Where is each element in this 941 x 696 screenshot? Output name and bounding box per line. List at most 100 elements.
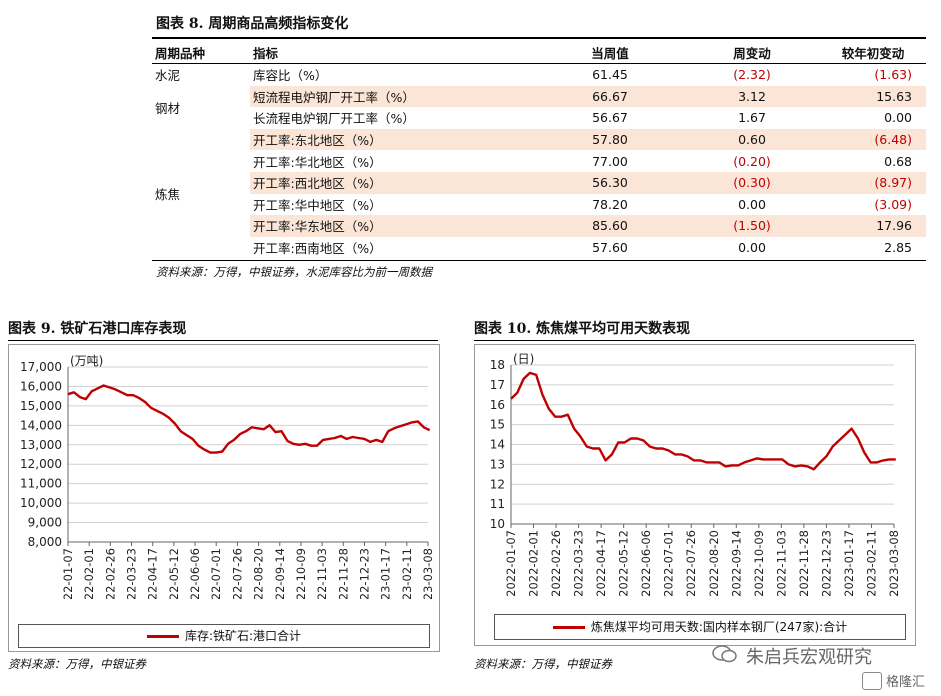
y-tick-label: 13	[490, 457, 505, 471]
ytd-change-cell: (3.09)	[874, 196, 912, 212]
fig8-table-body: 水泥 库容比（%） 61.45 (2.32) (1.63) 钢材 短流程电炉钢厂开工率（%）…	[152, 63, 926, 259]
indicator-cell: 开工率:华中地区（%）	[253, 197, 382, 213]
indicator-cell: 库容比（%）	[253, 68, 328, 84]
y-tick-label: 12	[490, 477, 505, 491]
weekly-change-cell: (0.20)	[733, 153, 771, 169]
fig9-source: 资料来源：万得，中银证券	[8, 657, 146, 671]
x-tick-label: 2022-02-26	[549, 530, 563, 597]
x-tick-label: 2022-07-26	[684, 530, 698, 597]
ytd-change-cell: 15.63	[820, 85, 926, 108]
x-tick-label: 2022-12-23	[819, 530, 833, 597]
x-tick-label: 2022-10-09	[752, 530, 766, 597]
x-tick-label: 2023-03-08	[421, 548, 435, 599]
fig8-bottom-rule	[152, 260, 926, 261]
x-tick-label: 2023-01-17	[842, 530, 856, 597]
y-tick-label: 10,000	[20, 496, 62, 510]
table-row: 开工率:西南地区（%） 57.60 0.00 2.85	[152, 237, 926, 259]
indicator-cell: 开工率:华北地区（%）	[253, 154, 382, 170]
y-tick-label: 14,000	[20, 418, 62, 432]
x-tick-label: 2022-03-23	[125, 548, 139, 599]
y-tick-label: 12,000	[20, 457, 62, 471]
x-tick-label: 2022-11-03	[315, 548, 329, 599]
fig10-chart-frame	[474, 344, 916, 646]
header-weekly-change: 周变动	[684, 41, 820, 64]
table-row: 长流程电炉钢厂开工率（%） 56.67 1.67 0.00	[152, 107, 926, 129]
weekly-change-cell: 1.67	[738, 110, 766, 126]
fig9-chart-frame	[8, 344, 440, 652]
x-tick-label: 2023-03-08	[887, 530, 901, 597]
fig10-source: 资料来源：万得，中银证券	[474, 657, 612, 671]
x-tick-label: 2022-10-09	[294, 548, 308, 599]
table-row: 开工率:华东地区（%） 85.60 (1.50) 17.96	[152, 215, 926, 237]
x-tick-label: 2022-02-01	[527, 530, 541, 597]
indicator-cell: 开工率:西南地区（%）	[253, 241, 382, 257]
table-row: 钢材 短流程电炉钢厂开工率（%） 66.67 3.12 15.63	[152, 85, 926, 129]
ytd-change-cell: 2.85	[884, 240, 912, 256]
weekly-change-cell: 0.60	[684, 128, 820, 151]
ytd-change-cell: (6.48)	[820, 128, 926, 151]
table-row: 开工率:西北地区（%） 56.30 (0.30) (8.97)	[152, 171, 926, 194]
weekly-change-cell: 0.00	[738, 240, 766, 256]
x-tick-label: 2022-09-14	[273, 548, 287, 599]
table-row: 炼焦 开工率:东北地区（%） 57.80 0.60 (6.48)	[152, 128, 926, 259]
x-tick-label: 2022-08-20	[707, 530, 721, 597]
header-value: 当周值	[536, 41, 684, 64]
fig10-title-rule	[474, 340, 914, 341]
fig10-legend-swatch	[552, 626, 585, 629]
commodity-cell: 钢材	[152, 85, 250, 129]
fig8-table: 周期品种 指标 当周值 周变动 较年初变动 水泥 库容比（%） 61.45 (2.32…	[152, 41, 926, 259]
x-tick-label: 2022-11-28	[336, 548, 350, 599]
y-tick-label: 11	[490, 497, 505, 511]
value-cell: 85.60	[536, 215, 684, 237]
value-cell: 57.80	[536, 128, 684, 151]
x-tick-label: 2022-05-12	[167, 548, 181, 599]
x-tick-label: 2022-04-17	[146, 548, 160, 599]
fig9-legend-label: 库存:铁矿石:港口合计	[184, 629, 302, 643]
x-tick-label: 2022-04-17	[594, 530, 608, 597]
commodity-cell: 水泥	[152, 63, 250, 86]
glh-logo-icon	[862, 672, 882, 690]
fig10-title: 图表 10. 炼焦煤平均可用天数表现	[474, 321, 691, 337]
y-tick-label: 17	[490, 378, 505, 392]
y-tick-label: 15	[490, 418, 505, 432]
x-tick-label: 2022-07-26	[230, 548, 244, 599]
weekly-change-cell: (1.50)	[684, 215, 820, 237]
wechat-icon	[712, 644, 738, 664]
fig9-title: 图表 9. 铁矿石港口库存表现	[8, 321, 187, 337]
indicator-cell: 开工率:东北地区（%）	[250, 128, 536, 151]
value-cell: 78.20	[592, 196, 628, 212]
y-tick-label: 9,000	[28, 516, 62, 530]
commodity-cell: 炼焦	[152, 128, 250, 259]
fig9-legend-swatch	[146, 635, 179, 638]
x-tick-label: 2022-06-06	[188, 548, 202, 599]
x-tick-label: 2022-01-07	[61, 548, 75, 599]
indicator-cell: 短流程电炉钢厂开工率（%）	[250, 85, 536, 108]
y-unit-label: (万吨)	[70, 354, 103, 368]
indicator-cell: 长流程电炉钢厂开工率（%）	[253, 111, 415, 127]
y-tick-label: 11,000	[20, 477, 62, 491]
x-tick-label: 2023-01-17	[379, 548, 393, 599]
x-tick-label: 2022-11-03	[774, 530, 788, 597]
fig9-title-rule	[8, 340, 438, 341]
value-cell: 77.00	[592, 153, 628, 169]
indicator-cell: 开工率:华东地区（%）	[250, 215, 536, 237]
weekly-change-cell: (2.32)	[733, 67, 771, 83]
indicator-cell: 开工率:西北地区（%）	[250, 171, 536, 194]
weekly-change-cell: (0.30)	[684, 171, 820, 194]
value-cell: 66.67	[536, 85, 684, 108]
y-unit-label: (日)	[513, 352, 534, 366]
x-tick-label: 2023-02-11	[864, 530, 878, 597]
x-tick-label: 2022-01-07	[504, 530, 518, 597]
y-tick-label: 16	[490, 398, 505, 412]
value-cell: 56.30	[536, 171, 684, 194]
header-commodity: 周期品种	[152, 41, 250, 64]
fig9-legend: 库存:铁矿石:港口合计	[18, 624, 430, 648]
ytd-change-cell: 17.96	[820, 215, 926, 237]
y-tick-label: 15,000	[20, 399, 62, 413]
header-indicator: 指标	[250, 41, 536, 64]
x-tick-label: 2022-07-01	[662, 530, 676, 597]
y-tick-label: 18	[490, 358, 505, 372]
fig10-legend-label: 炼焦煤平均可用天数:国内样本钢厂(247家):合计	[590, 620, 848, 634]
y-tick-label: 16,000	[20, 379, 62, 393]
value-cell: 61.45	[592, 67, 628, 83]
